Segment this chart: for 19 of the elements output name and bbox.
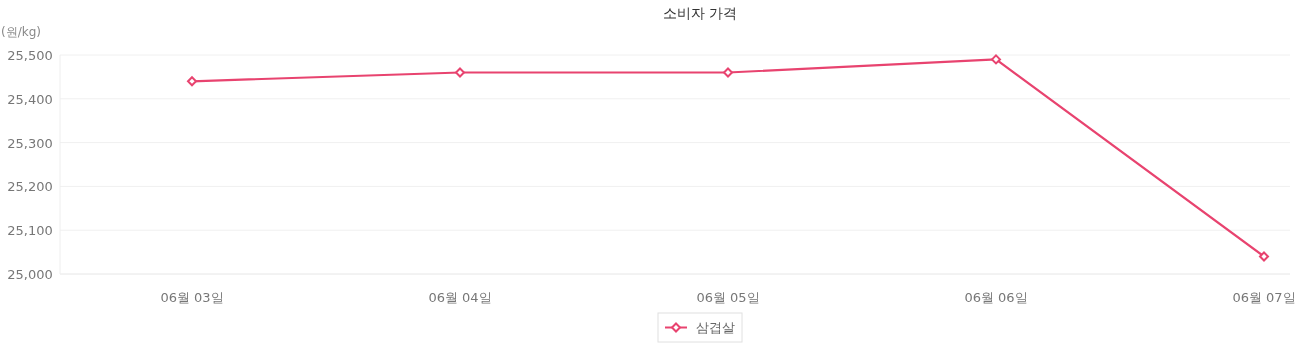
y-tick-label: 25,500 — [7, 48, 53, 63]
x-tick-label: 06월 03일 — [160, 290, 224, 305]
y-axis-title: (원/kg) — [1, 25, 41, 39]
legend-label: 삼겹살 — [696, 320, 735, 335]
y-tick-label: 25,200 — [7, 179, 53, 195]
x-tick-label: 06월 04일 — [428, 290, 492, 305]
point — [991, 54, 1001, 65]
y-tick-label: 25,100 — [7, 223, 53, 239]
y-tick-label: 25,400 — [7, 91, 53, 107]
point — [455, 67, 465, 78]
x-tick-label: 06월 05일 — [696, 290, 760, 305]
chart-title: 소비자 가격 — [662, 5, 738, 21]
y-tick-label: 25,300 — [7, 135, 53, 151]
x-tick-label: 06월 07일 — [1232, 290, 1295, 305]
y-tick-label: 25,000 — [7, 267, 53, 282]
point — [723, 67, 733, 78]
point — [187, 76, 197, 87]
point — [1259, 251, 1269, 262]
x-tick-label: 06월 06일 — [964, 290, 1028, 305]
